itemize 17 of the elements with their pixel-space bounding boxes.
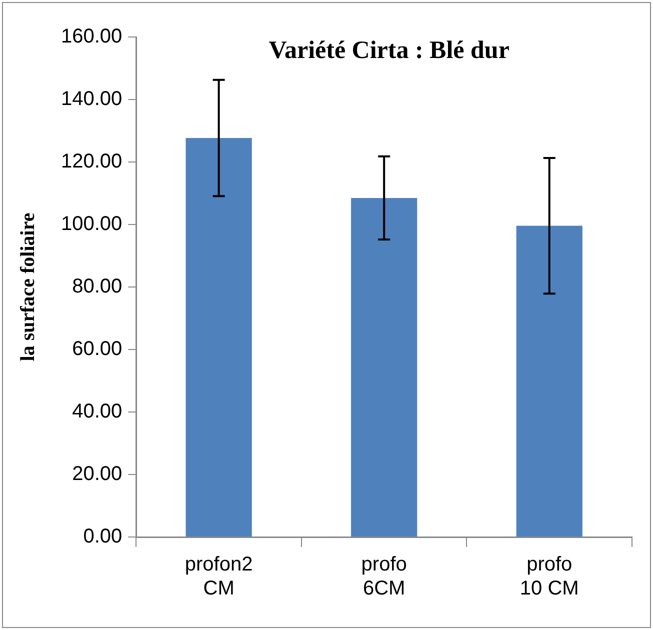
y-axis-title: la surface foliaire (17, 212, 40, 362)
chart-title: Variété Cirta : Blé dur (268, 36, 510, 64)
y-tick-label: 0.00 (83, 526, 122, 548)
y-tick-label: 120.00 (61, 150, 122, 173)
bar (186, 138, 252, 536)
y-tick-label: 40.00 (72, 400, 122, 423)
y-tick-label: 80.00 (72, 276, 122, 298)
x-tick-label: profo 6CM (361, 554, 407, 600)
y-tick-label: 100.00 (61, 213, 122, 236)
y-tick-label: 20.00 (72, 463, 122, 486)
y-tick-label: 160.00 (61, 26, 122, 48)
y-tick-label: 60.00 (72, 338, 122, 360)
y-tick-label: 140.00 (61, 88, 122, 110)
bar (351, 198, 418, 536)
bar (516, 226, 582, 536)
x-tick-label: profon2 CM (184, 554, 253, 600)
x-tick-label: profo 10 CM (520, 554, 579, 600)
